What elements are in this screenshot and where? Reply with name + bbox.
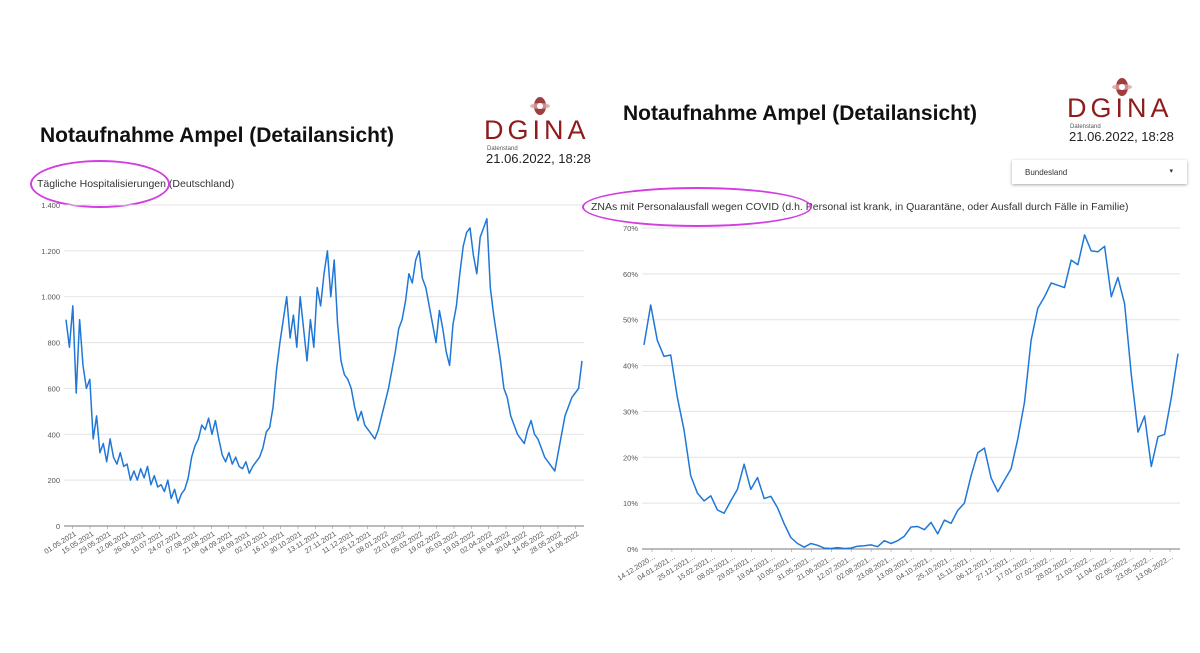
right-chart-y-tick-label: 20%: [623, 453, 638, 462]
right-chart-y-tick-label: 50%: [623, 316, 638, 325]
right-chart-y-tick-label: 30%: [623, 407, 638, 416]
right-chart-y-tick-label: 60%: [623, 270, 638, 279]
dgina-logo-icon: [1112, 78, 1132, 96]
left-datenstand-label: Datenstand: [487, 146, 518, 152]
left-chart-y-tick-label: 400: [47, 430, 60, 439]
right-highlight-oval: [582, 187, 812, 227]
left-chart-y-tick-label: 600: [47, 384, 60, 393]
left-chart-y-tick-label: 1.000: [41, 293, 60, 302]
bundesland-dropdown[interactable]: Bundesland ▾: [1012, 160, 1187, 184]
left-chart: 02004006008001.0001.2001.40001.05.202115…: [41, 201, 584, 556]
right-chart-y-tick-label: 0%: [627, 545, 638, 554]
left-chart-y-tick-label: 0: [56, 522, 60, 531]
left-chart-y-tick-label: 200: [47, 476, 60, 485]
right-datenstand-label: Datenstand: [1070, 124, 1101, 130]
left-page-title: Notaufnahme Ampel (Detailansicht): [40, 124, 394, 147]
right-chart-y-tick-label: 10%: [623, 499, 638, 508]
left-dgina-logo: DGINA: [484, 115, 590, 145]
dgina-logo-icon: [530, 97, 550, 115]
right-chart-y-tick-label: 70%: [623, 224, 638, 233]
left-chart-y-tick-label: 1.200: [41, 247, 60, 256]
right-chart-series-line: [643, 234, 1179, 550]
left-chart-y-tick-label: 1.400: [41, 201, 60, 210]
left-datenstand-value: 21.06.2022, 18:28: [486, 151, 591, 166]
left-chart-y-tick-label: 800: [47, 339, 60, 348]
right-page-title: Notaufnahme Ampel (Detailansicht): [623, 102, 977, 125]
left-chart-series-line: [65, 218, 583, 504]
bundesland-dropdown-label: Bundesland: [1025, 168, 1068, 177]
right-datenstand-value: 21.06.2022, 18:28: [1069, 129, 1174, 144]
right-dgina-logo: DGINA: [1067, 93, 1173, 123]
right-chart-y-tick-label: 40%: [623, 362, 638, 371]
right-chart: 0%10%20%30%40%50%60%70%14.12.2020…04.01.…: [616, 224, 1180, 583]
left-highlight-oval: [30, 160, 170, 208]
chevron-down-icon: ▾: [1169, 168, 1173, 175]
